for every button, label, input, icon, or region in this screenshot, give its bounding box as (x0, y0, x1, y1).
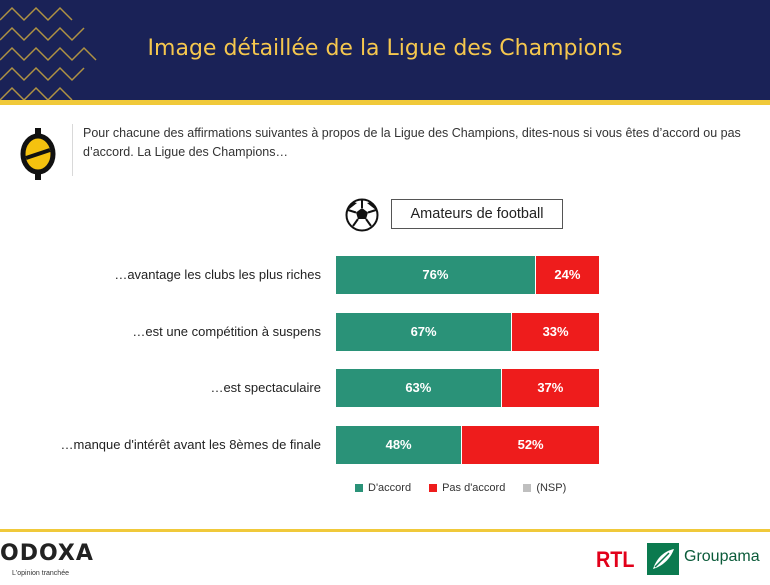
header-divider (0, 100, 770, 105)
rtl-logo: RTL (596, 547, 635, 572)
legend-item-disagree: Pas d'accord (429, 482, 505, 494)
category-label: …est une compétition à suspens (132, 323, 321, 339)
legend-label-disagree: Pas d'accord (442, 482, 506, 494)
question-text: Pour chacune des affirmations suivantes … (72, 124, 762, 176)
category-label: …avantage les clubs les plus riches (114, 267, 321, 282)
odoxa-mark-icon (20, 128, 56, 180)
bar-agree: 48% (336, 425, 463, 464)
legend-swatch-nsp (523, 484, 532, 492)
header-banner: Image détaillée de la Ligue des Champion… (0, 0, 770, 100)
bar-agree: 76% (336, 256, 536, 294)
legend-item-nsp: (NSP) (523, 482, 566, 494)
segment-label: Amateurs de football (391, 199, 563, 229)
legend-label-agree: D'accord (368, 482, 412, 494)
zigzag-pattern-icon (0, 6, 97, 100)
bar-agree: 63% (336, 369, 502, 407)
chart-legend: D'accord Pas d'accord (NSP) (355, 482, 566, 494)
football-icon (345, 198, 379, 232)
odoxa-tagline: L'opinion tranchée (12, 570, 69, 577)
category-label: …manque d'intérêt avant les 8èmes de fin… (60, 436, 321, 452)
bar-disagree: 24% (535, 256, 599, 294)
bar-disagree: 52% (462, 425, 599, 464)
bar-disagree: 37% (501, 369, 599, 407)
page-title: Image détaillée de la Ligue des Champion… (147, 36, 623, 61)
legend-label-nsp: (NSP) (536, 482, 567, 494)
bar-agree: 67% (336, 312, 513, 351)
legend-swatch-disagree (429, 484, 438, 492)
footer-divider (0, 529, 770, 532)
category-label: …est spectaculaire (210, 380, 321, 395)
legend-item-agree: D'accord (355, 482, 411, 494)
groupama-logo: Groupama (684, 548, 760, 565)
bar-disagree: 33% (512, 312, 599, 351)
legend-swatch-agree (355, 484, 363, 492)
groupama-leaf-icon (647, 543, 679, 575)
odoxa-logo: ODOXA (0, 541, 94, 566)
